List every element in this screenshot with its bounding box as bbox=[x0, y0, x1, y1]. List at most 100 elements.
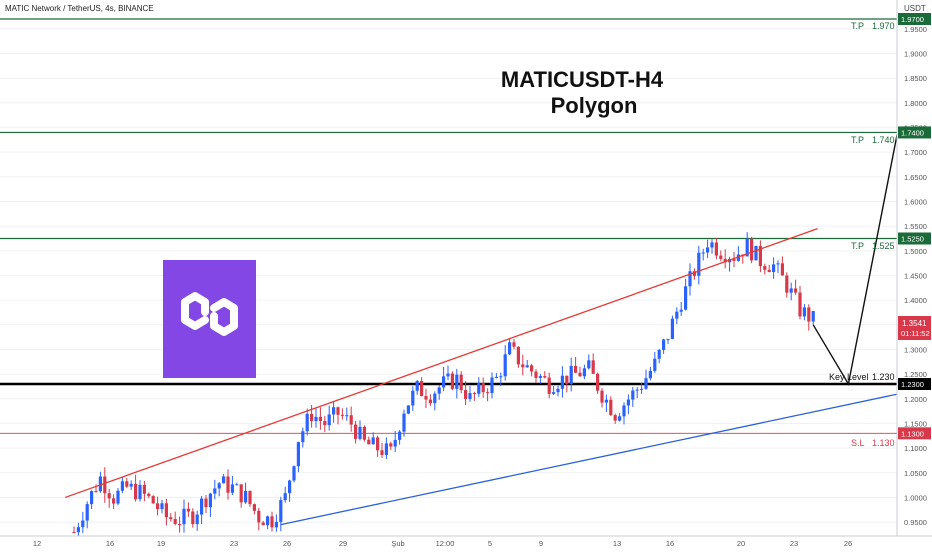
candle-body bbox=[596, 373, 600, 391]
candle-body bbox=[389, 443, 393, 447]
candle-body bbox=[807, 307, 811, 322]
candle-body bbox=[508, 342, 512, 355]
candle-body bbox=[780, 263, 784, 276]
candle-body bbox=[552, 392, 556, 394]
chart-title-line1: MATICUSDT-H4 bbox=[501, 67, 664, 92]
time-tick-label: 19 bbox=[157, 539, 165, 548]
candle-body bbox=[288, 480, 292, 494]
candle-body bbox=[723, 258, 727, 263]
candle-body bbox=[556, 388, 560, 393]
candle-body bbox=[604, 399, 608, 403]
candle-body bbox=[239, 484, 243, 503]
candle-body bbox=[151, 496, 155, 504]
candle-body bbox=[257, 510, 261, 523]
candle-body bbox=[666, 338, 670, 340]
candle-body bbox=[464, 390, 468, 399]
candle-body bbox=[292, 466, 296, 481]
candle-body bbox=[516, 346, 520, 365]
time-tick-label: 16 bbox=[666, 539, 674, 548]
current-price-countdown: 01:11:52 bbox=[901, 329, 930, 338]
time-tick-label: 29 bbox=[339, 539, 347, 548]
candle-body bbox=[543, 376, 547, 378]
candle-body bbox=[200, 498, 204, 515]
time-tick-label: 9 bbox=[539, 539, 543, 548]
candle-body bbox=[323, 420, 327, 426]
candle-body bbox=[120, 481, 124, 491]
candle-body bbox=[103, 476, 107, 494]
trendline-lower bbox=[280, 386, 932, 526]
candle-body bbox=[208, 493, 212, 508]
candle-body bbox=[415, 381, 419, 391]
candle-body bbox=[345, 415, 349, 417]
candle-body bbox=[406, 405, 410, 414]
candle-body bbox=[332, 407, 336, 415]
candle-body bbox=[129, 483, 133, 487]
candle-body bbox=[794, 288, 798, 293]
candle-body bbox=[437, 387, 441, 394]
candle-body bbox=[398, 431, 402, 440]
grid-layer bbox=[0, 28, 897, 523]
candle-body bbox=[789, 288, 793, 293]
candle-body bbox=[442, 376, 446, 388]
candle-body bbox=[569, 366, 573, 384]
candle-body bbox=[195, 514, 199, 525]
candle-body bbox=[692, 271, 696, 276]
candle-body bbox=[618, 416, 622, 421]
price-tick-label: 1.1000 bbox=[904, 444, 927, 453]
candle-body bbox=[459, 374, 463, 391]
price-axis[interactable]: USDT 1.95001.90001.85001.80001.75001.700… bbox=[896, 0, 932, 536]
candle-body bbox=[578, 372, 582, 377]
price-tick-label: 1.5500 bbox=[904, 222, 927, 231]
candle-body bbox=[565, 375, 569, 384]
candle-body bbox=[222, 476, 226, 484]
level-badge-value: 1.9700 bbox=[901, 15, 924, 24]
candle-body bbox=[701, 252, 705, 254]
candle-body bbox=[310, 413, 314, 422]
polygon-logo bbox=[163, 260, 256, 378]
candle-body bbox=[142, 484, 146, 494]
candle-body bbox=[494, 376, 498, 378]
candle-body bbox=[433, 393, 437, 404]
candle-body bbox=[384, 443, 388, 456]
candle-body bbox=[393, 439, 397, 447]
level-badge-value: 1.1300 bbox=[901, 429, 924, 438]
time-tick-label: 20 bbox=[737, 539, 745, 548]
candle-body bbox=[635, 389, 639, 391]
candle-body bbox=[191, 511, 195, 525]
candle-body bbox=[446, 373, 450, 377]
candle-body bbox=[582, 368, 586, 377]
candle-body bbox=[648, 370, 652, 379]
candle-body bbox=[156, 503, 160, 510]
candle-body bbox=[261, 522, 265, 526]
candle-body bbox=[653, 358, 657, 371]
candle-body bbox=[745, 238, 749, 257]
candle-body bbox=[76, 527, 80, 533]
candle-body bbox=[424, 396, 428, 400]
time-axis[interactable]: 12 16 19 23 26 29 Şub 12:00 5 9 13 16 20 23 26 bbox=[0, 535, 932, 550]
candle-body bbox=[688, 271, 692, 287]
candle-body bbox=[719, 255, 723, 259]
candle-body bbox=[213, 488, 217, 494]
candle-body bbox=[490, 377, 494, 394]
price-tick-label: 1.4000 bbox=[904, 296, 927, 305]
candle-body bbox=[94, 491, 98, 493]
candle-body bbox=[160, 503, 164, 510]
time-tick-label: 23 bbox=[790, 539, 798, 548]
candle-body bbox=[706, 247, 710, 253]
candle-body bbox=[266, 516, 270, 526]
candle-body bbox=[204, 498, 208, 508]
price-tick-label: 1.0500 bbox=[904, 469, 927, 478]
candle-body bbox=[776, 263, 780, 265]
sl-value: 1.130 bbox=[872, 438, 895, 448]
time-tick-label: 16 bbox=[106, 539, 114, 548]
candle-body bbox=[270, 516, 274, 528]
candle-body bbox=[754, 245, 758, 261]
level-badge-value: 1.7400 bbox=[901, 128, 924, 137]
candle-body bbox=[525, 365, 529, 368]
trendlines-layer bbox=[64, 228, 932, 526]
candle-body bbox=[644, 378, 648, 389]
time-tick-label: 13 bbox=[613, 539, 621, 548]
candle-body bbox=[85, 504, 89, 521]
